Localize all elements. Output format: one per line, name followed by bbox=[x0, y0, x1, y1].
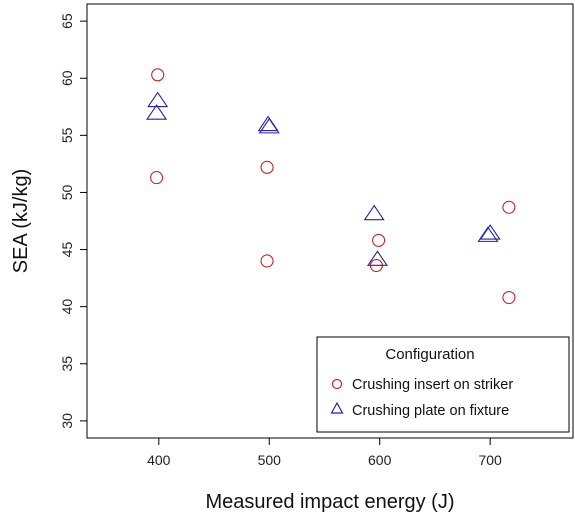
y-tick-label: 40 bbox=[59, 299, 75, 315]
y-tick-label: 45 bbox=[59, 242, 75, 258]
y-tick-label: 30 bbox=[59, 413, 75, 429]
circle-marker bbox=[261, 255, 273, 267]
x-axis: 400 500 600 700 bbox=[147, 438, 502, 468]
legend-entry-plate-label: Crushing plate on fixture bbox=[352, 403, 509, 419]
y-tick-label: 50 bbox=[59, 184, 75, 200]
triangle-marker bbox=[365, 206, 384, 220]
y-tick-label: 35 bbox=[59, 356, 75, 372]
y-tick-label: 60 bbox=[59, 70, 75, 86]
x-tick-label: 500 bbox=[258, 452, 282, 468]
triangle-marker bbox=[481, 225, 500, 239]
x-tick-label: 400 bbox=[147, 452, 171, 468]
y-axis: 30 35 40 45 50 55 60 65 bbox=[59, 13, 87, 429]
x-axis-title: Measured impact energy (J) bbox=[206, 491, 455, 513]
circle-marker bbox=[151, 172, 163, 184]
legend-entry-insert-label: Crushing insert on striker bbox=[352, 377, 513, 393]
circle-marker bbox=[503, 292, 515, 304]
legend-title: Configuration bbox=[385, 346, 474, 363]
triangle-marker bbox=[259, 117, 278, 131]
triangle-marker bbox=[148, 93, 167, 107]
circle-marker bbox=[261, 161, 273, 173]
y-tick-label: 55 bbox=[59, 127, 75, 143]
x-tick-label: 700 bbox=[478, 452, 502, 468]
data-points bbox=[147, 69, 515, 304]
circle-marker bbox=[503, 201, 515, 213]
legend: Configuration Crushing insert on striker… bbox=[317, 337, 569, 432]
x-tick-label: 600 bbox=[368, 452, 392, 468]
y-tick-label: 65 bbox=[59, 13, 75, 29]
circle-marker bbox=[373, 234, 385, 246]
y-axis-title: SEA (kJ/kg) bbox=[10, 169, 32, 273]
circle-marker bbox=[152, 69, 164, 81]
triangle-marker bbox=[147, 105, 166, 119]
